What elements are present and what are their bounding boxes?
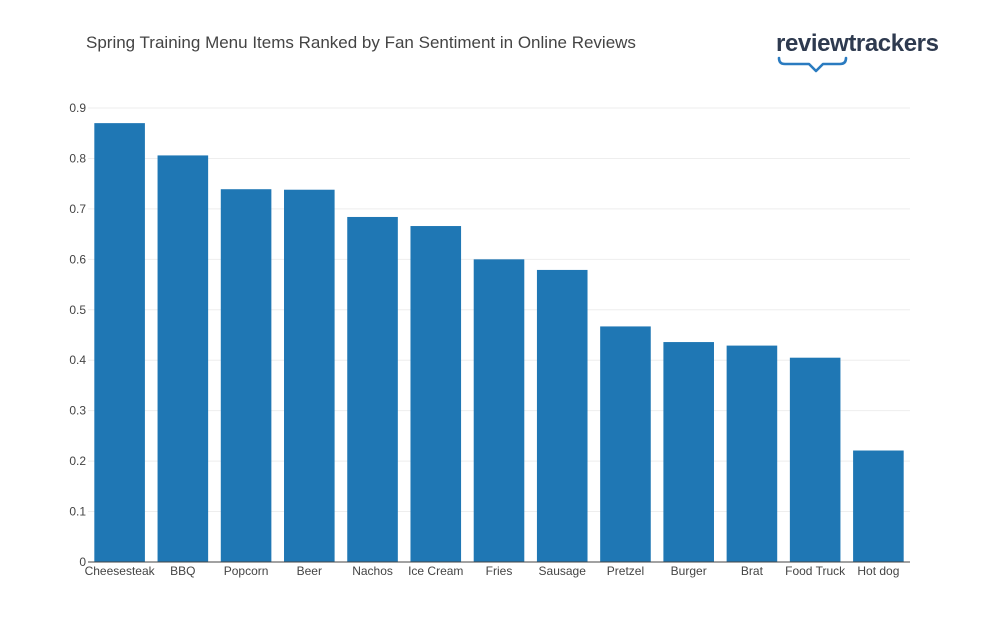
bar[interactable]	[157, 155, 209, 562]
y-tick-label: 0.7	[69, 202, 86, 216]
bar[interactable]	[220, 189, 272, 562]
x-tick-label: Ice Cream	[408, 564, 463, 578]
x-tick-label: BBQ	[170, 564, 195, 578]
y-tick-label: 0	[79, 555, 86, 569]
bar[interactable]	[853, 450, 904, 562]
bar[interactable]	[789, 357, 841, 562]
chart-title: Spring Training Menu Items Ranked by Fan…	[86, 33, 636, 52]
x-tick-label: Hot dog	[857, 564, 899, 578]
x-tick-label: Pretzel	[607, 564, 644, 578]
x-tick-label: Cheesesteak	[85, 564, 156, 578]
bar[interactable]	[536, 269, 588, 562]
bar[interactable]	[473, 259, 525, 562]
y-tick-label: 0.3	[69, 404, 86, 418]
bar[interactable]	[726, 345, 778, 562]
x-tick-label: Fries	[486, 564, 513, 578]
x-tick-label: Sausage	[539, 564, 587, 578]
x-tick-label: Popcorn	[224, 564, 269, 578]
y-tick-label: 0.9	[69, 101, 86, 115]
y-tick-label: 0.2	[69, 454, 86, 468]
x-tick-label: Brat	[741, 564, 764, 578]
y-tick-label: 0.1	[69, 505, 86, 519]
x-tick-label: Beer	[297, 564, 322, 578]
bar[interactable]	[410, 226, 462, 563]
y-tick-label: 0.5	[69, 303, 86, 317]
speech-bubble-icon	[777, 56, 848, 73]
y-tick-labels: 0 0.1 0.2 0.3 0.4 0.5 0.6 0.7 0.8 0.9	[69, 101, 86, 569]
x-tick-label: Burger	[671, 564, 707, 578]
x-tick-label: Nachos	[352, 564, 393, 578]
bar[interactable]	[600, 326, 651, 562]
bar[interactable]	[284, 189, 335, 562]
x-tick-labels: Cheesesteak BBQ Popcorn Beer Nachos Ice Cream…	[85, 564, 900, 578]
logo-wordmark: reviewtrackers	[776, 30, 939, 57]
bar[interactable]	[347, 216, 398, 562]
y-tick-label: 0.6	[69, 252, 86, 266]
y-tick-label: 0.8	[69, 151, 86, 165]
bars	[94, 123, 904, 563]
reviewtrackers-logo[interactable]: reviewtrackers	[776, 30, 939, 76]
logo-underline	[777, 56, 848, 73]
y-tick-label: 0.4	[69, 353, 86, 367]
bar[interactable]	[94, 123, 145, 562]
x-tick-label: Food Truck	[785, 564, 846, 578]
bar[interactable]	[663, 342, 714, 562]
